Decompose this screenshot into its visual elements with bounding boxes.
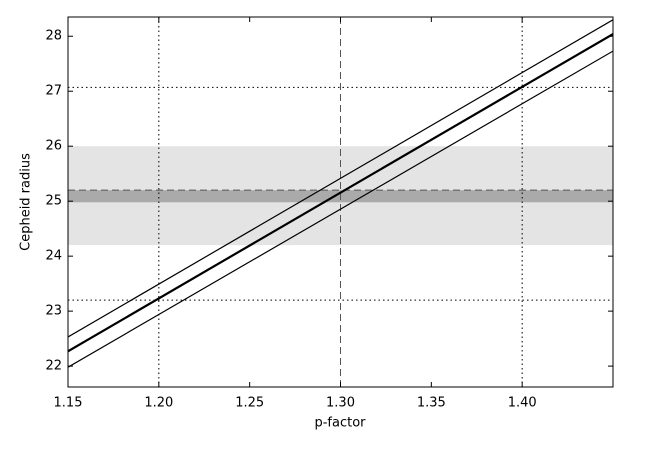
y-axis-label: Cepheid radius [19, 153, 34, 251]
y-tick-label: 24 [45, 249, 62, 264]
x-tick-label: 1.20 [144, 396, 173, 411]
line [68, 19, 613, 338]
line [68, 50, 613, 368]
y-tick-label: 25 [45, 194, 62, 209]
x-tick-label: 1.15 [54, 396, 83, 411]
x-axis-label: p-factor [314, 416, 366, 431]
x-tick-label: 1.30 [326, 396, 355, 411]
y-tick-label: 26 [45, 139, 62, 154]
y-tick-label: 27 [45, 84, 62, 99]
y-tick-label: 22 [45, 359, 62, 374]
line [68, 33, 613, 353]
x-tick-label: 1.35 [417, 396, 446, 411]
y-tick-label: 23 [45, 304, 62, 319]
x-tick-label: 1.25 [235, 396, 264, 411]
y-tick-label: 28 [45, 29, 62, 44]
x-tick-label: 1.40 [508, 396, 537, 411]
